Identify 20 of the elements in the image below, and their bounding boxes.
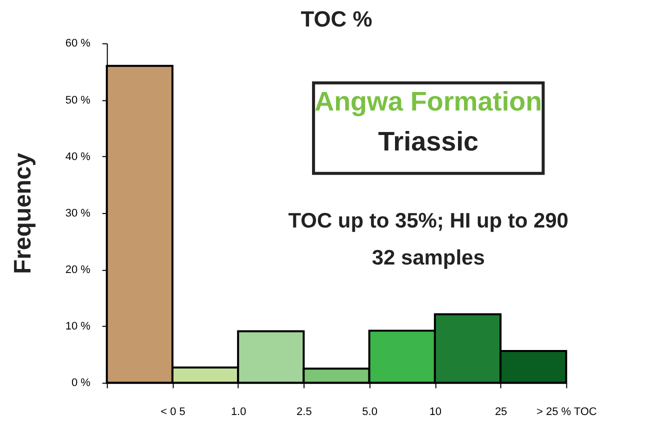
y-tick-label: 50 %: [65, 94, 91, 106]
annotation: 32 samples: [372, 246, 485, 270]
y-axis-title: Frequency: [9, 152, 36, 274]
chart-title: TOC %: [300, 6, 372, 32]
y-tick-label: 60 %: [65, 38, 91, 50]
x-tick-label: 5.0: [362, 406, 378, 418]
y-tick-label: 30 %: [65, 207, 91, 220]
annotation: Triassic: [378, 126, 479, 156]
x-tick-label: 1.0: [230, 406, 246, 418]
x-tick-label: 25: [494, 406, 508, 418]
annotation: TOC up to 35%; HI up to 290: [288, 209, 568, 232]
x-tick-label: > 25 % TOC: [536, 406, 597, 418]
y-tick-label: 20 %: [65, 264, 91, 276]
x-tick-label: 10: [429, 406, 442, 418]
y-tick-label: 40 %: [65, 150, 91, 163]
x-tick-label: < 0 5: [160, 406, 186, 418]
x-tick-label: 2.5: [296, 406, 312, 418]
annotation: Angwa Formation: [314, 86, 542, 117]
y-tick-label: 10 %: [65, 320, 91, 333]
y-tick-label: 0 %: [71, 377, 91, 390]
